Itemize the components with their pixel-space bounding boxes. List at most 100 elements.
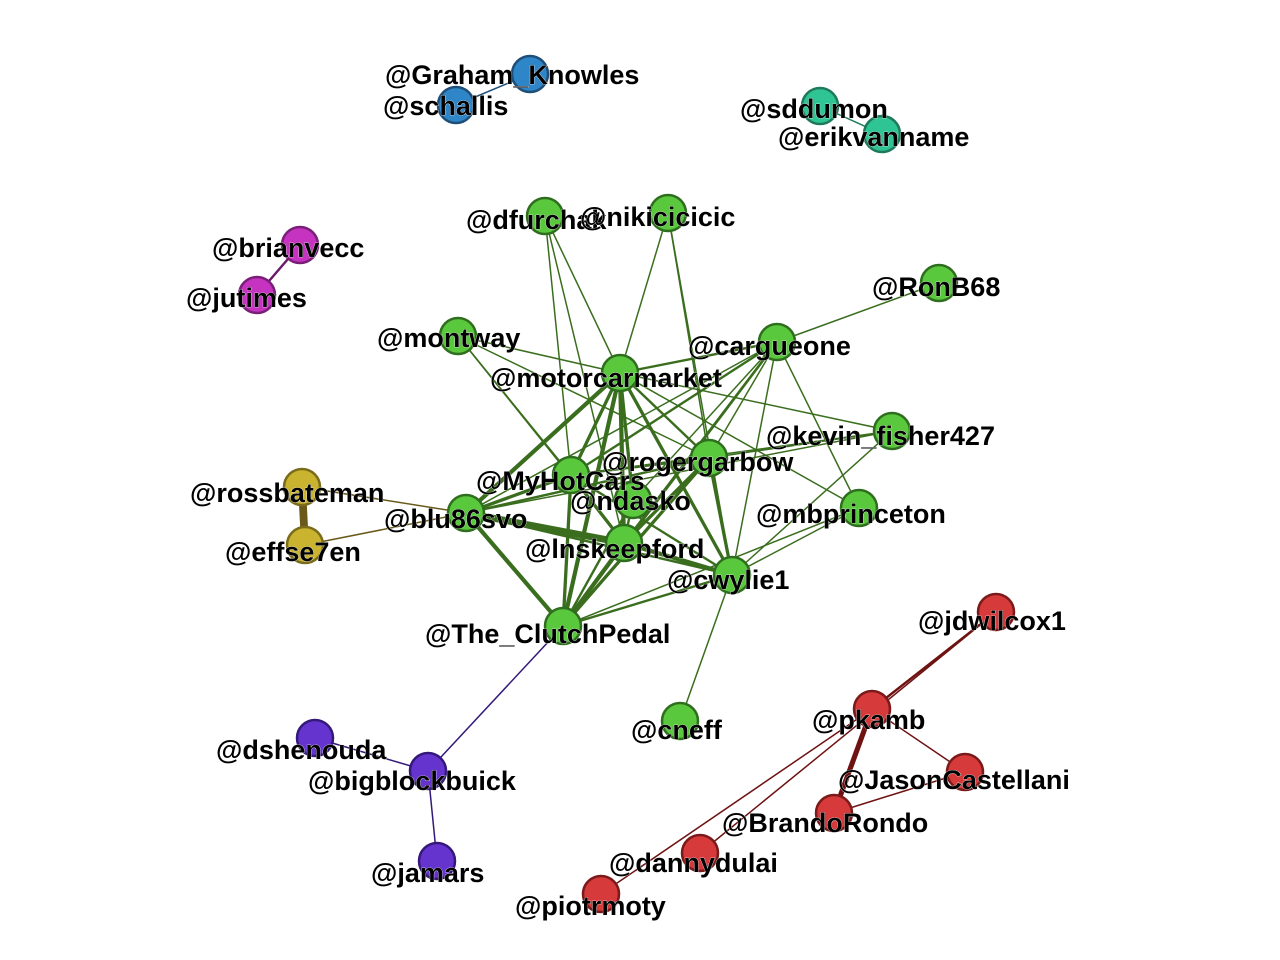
node-label-jdwilcox1: @jdwilcox1 [918, 606, 1066, 636]
node-dannydulai[interactable] [680, 833, 720, 873]
node-montway[interactable] [438, 316, 478, 356]
edge-kevinfisher-blu86svo [465, 430, 893, 514]
node-dfurchak[interactable] [525, 196, 565, 236]
edge-motorcarmarket-kevinfisher [619, 372, 893, 432]
edge-montway-rogergarbow [457, 335, 710, 459]
edge-blu86svo-clutchpedal [463, 510, 566, 629]
nodes-layer [237, 54, 1016, 914]
node-effse7en[interactable] [285, 525, 325, 565]
node-jutimes[interactable] [237, 275, 277, 315]
node-label-dannydulai: @dannydulai [609, 848, 778, 878]
edge-kevinfisher-cwylie1 [731, 430, 893, 576]
edge-dfurchak-motorcarmarket [544, 215, 621, 374]
edge-effse7en-blu86svo [304, 512, 467, 546]
node-graham[interactable] [510, 54, 550, 94]
edge-motorcarmarket-rogergarbow [618, 371, 711, 460]
node-label-myhotcars: @MyHotCars [476, 466, 645, 496]
node-label-erikvanname: @erikvanname [778, 122, 969, 152]
node-cargueone[interactable] [757, 322, 797, 362]
node-label-ndasko: @ndasko [570, 486, 691, 516]
edge-blu86svo-cwylie1 [464, 511, 734, 577]
node-cwylie1[interactable] [712, 555, 752, 595]
node-label-cwylie1: @cwylie1 [667, 565, 789, 595]
node-label-dshenouda: @dshenouda [216, 735, 387, 765]
node-piotrmoty[interactable] [581, 874, 621, 914]
node-label-jamars: @jamars [371, 858, 484, 888]
edge-jdwilcox1-dannydulai [699, 611, 997, 854]
node-cneff[interactable] [660, 701, 700, 741]
node-label-sddumon: @sddumon [740, 94, 888, 124]
edge-mbprinceton-cwylie1 [731, 507, 860, 576]
node-label-jutimes: @jutimes [186, 283, 307, 313]
node-label-piotrmoty: @piotrmoty [515, 891, 666, 921]
node-label-montway: @montway [377, 323, 520, 353]
edge-dfurchak-lnskeepford [544, 215, 625, 544]
node-sddumon[interactable] [800, 86, 840, 126]
node-mbprinceton[interactable] [839, 488, 879, 528]
edge-ronb68-cargueone [776, 282, 940, 343]
node-ronb68[interactable] [919, 263, 959, 303]
edge-dfurchak-myhotcars [544, 215, 572, 476]
node-bigblockbuick[interactable] [408, 751, 448, 791]
node-erikvanname[interactable] [862, 114, 902, 154]
node-jdwilcox1[interactable] [976, 592, 1016, 632]
node-label-rogergarbow: @rogergarbow [602, 447, 794, 477]
node-clutchpedal[interactable] [543, 606, 583, 646]
edge-nikicicicic-motorcarmarket [619, 212, 669, 374]
node-pkamb[interactable] [852, 689, 892, 729]
node-label-pkamb: @pkamb [812, 705, 925, 735]
edge-brandorondo-jasoncastellani [833, 771, 966, 814]
node-brianvecc[interactable] [280, 225, 320, 265]
node-label-brandorondo: @BrandoRondo [722, 808, 928, 838]
edge-motorcarmarket-cwylie1 [618, 371, 734, 577]
edge-cargueone-motorcarmarket [618, 340, 779, 375]
edge-bigblockbuick-clutchpedal [427, 625, 564, 772]
edge-clutchpedal-cwylie1 [561, 573, 734, 628]
node-rossbateman[interactable] [282, 467, 322, 507]
edge-rogergarbow-myhotcars [569, 456, 711, 477]
node-label-blu86svo: @blu86svo [384, 504, 527, 534]
edge-mbprinceton-clutchpedal [562, 507, 860, 627]
node-label-graham: @Graham_Knowles [385, 60, 639, 90]
edge-cargueone-cwylie1 [731, 341, 778, 576]
node-jamars[interactable] [417, 841, 457, 881]
node-label-jasoncastellani: @JasonCastellani [838, 765, 1070, 795]
edge-ndasko-clutchpedal [561, 498, 635, 628]
node-jasoncastellani[interactable] [945, 752, 985, 792]
node-dshenouda[interactable] [295, 718, 335, 758]
node-brandorondo[interactable] [814, 793, 854, 833]
node-motorcarmarket[interactable] [600, 353, 640, 393]
node-label-lnskeepford: @lnskeepford [525, 534, 704, 564]
node-label-ronb68: @RonB68 [872, 272, 1000, 302]
node-label-bigblockbuick: @bigblockbuick [308, 766, 517, 796]
edge-motorcarmarket-mbprinceton [619, 372, 860, 509]
edge-cargueone-rogergarbow [708, 341, 778, 459]
edge-cargueone-mbprinceton [776, 341, 860, 509]
node-label-effse7en: @effse7en [225, 537, 361, 567]
edge-rogergarbow-cwylie1 [707, 456, 734, 577]
node-ndasko[interactable] [613, 480, 653, 520]
edge-motorcarmarket-blu86svo [463, 370, 623, 516]
node-schallis[interactable] [436, 85, 476, 125]
node-label-cneff: @cneff [631, 715, 723, 745]
node-rogergarbow[interactable] [689, 438, 729, 478]
node-blu86svo[interactable] [446, 493, 486, 533]
node-label-rossbateman: @rossbateman [190, 478, 384, 508]
edge-cargueone-myhotcars [569, 340, 779, 477]
node-nikicicicic[interactable] [648, 193, 688, 233]
edge-rossbateman-blu86svo [301, 486, 467, 514]
edge-montway-motorcarmarket [457, 335, 621, 374]
edge-pkamb-piotrmoty [600, 708, 873, 895]
node-label-brianvecc: @brianvecc [212, 233, 364, 263]
node-label-clutchpedal: @The_ClutchPedal [425, 619, 670, 649]
node-kevinfisher[interactable] [872, 411, 912, 451]
node-label-dfurchak: @dfurchak [466, 205, 607, 235]
node-label-nikicicicic: @nikicicicic [580, 202, 735, 232]
edge-cneff-cwylie1 [679, 574, 733, 722]
edge-myhotcars-cwylie1 [569, 473, 734, 577]
node-label-cargueone: @cargueone [688, 331, 851, 361]
node-lnskeepford[interactable] [604, 523, 644, 563]
labels-layer: @Graham_Knowles@schallis @sddumon@erikvan… [186, 60, 1071, 922]
node-myhotcars[interactable] [551, 455, 591, 495]
